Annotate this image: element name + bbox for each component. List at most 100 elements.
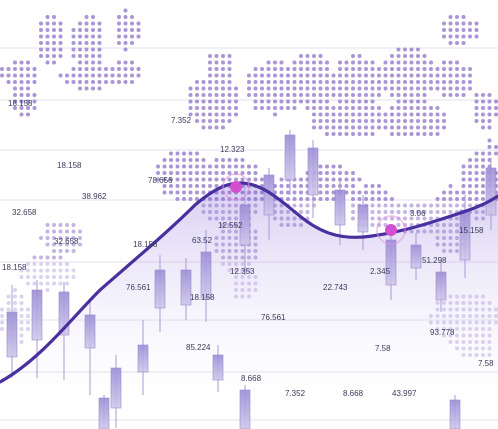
map-dot: [253, 164, 258, 169]
map-dot: [442, 190, 446, 195]
map-dot: [130, 73, 134, 78]
map-dot: [396, 119, 401, 123]
map-dot: [175, 190, 180, 195]
map-dot: [299, 54, 303, 58]
map-dot: [416, 73, 420, 78]
map-dot: [364, 67, 368, 71]
map-dot: [344, 99, 349, 104]
map-dot: [448, 21, 453, 26]
map-dot: [396, 80, 401, 84]
map-dot: [39, 262, 43, 266]
map-dot: [52, 60, 56, 65]
map-dot: [318, 73, 323, 78]
map-dot: [279, 60, 284, 65]
map-dot: [58, 262, 63, 266]
map-dot: [97, 73, 102, 78]
map-dot: [58, 54, 63, 58]
map-dot: [19, 106, 24, 110]
map-dot: [104, 67, 108, 71]
map-dot: [455, 190, 459, 195]
map-dot: [351, 80, 355, 84]
map-dot: [188, 112, 193, 117]
map-dot: [455, 21, 459, 26]
map-dot: [182, 171, 186, 175]
map-dot: [266, 80, 271, 84]
map-dot: [312, 99, 316, 104]
map-dot: [32, 281, 37, 286]
map-dot: [71, 229, 76, 234]
map-dot: [416, 125, 420, 130]
map-dot: [299, 73, 303, 78]
map-dot: [162, 190, 167, 195]
map-dot: [383, 67, 388, 71]
map-dot: [286, 99, 290, 104]
value-label: 12.323: [220, 145, 245, 154]
map-dot: [156, 164, 160, 169]
value-label: 12.552: [218, 221, 243, 230]
map-dot: [286, 80, 290, 84]
map-dot: [474, 28, 479, 32]
map-dot: [266, 73, 271, 78]
map-dot: [377, 190, 381, 195]
map-dot: [377, 125, 381, 130]
map-dot: [370, 60, 375, 65]
value-labels: 18.158 38.962 78.656 32.658 32.658 18.15…: [2, 99, 494, 398]
map-dot: [377, 203, 381, 208]
map-dot: [396, 210, 401, 214]
map-dot: [364, 60, 368, 65]
map-dot: [344, 73, 349, 78]
map-dot: [344, 86, 349, 91]
map-dot: [357, 125, 362, 130]
map-dot: [299, 190, 303, 195]
map-dot: [370, 132, 375, 136]
map-dot: [195, 80, 199, 84]
map-dot: [195, 164, 199, 169]
map-dot: [26, 93, 30, 97]
map-dot: [357, 132, 362, 136]
map-dot: [422, 60, 427, 65]
map-dot: [227, 67, 232, 71]
map-dot: [19, 320, 24, 325]
map-dot: [234, 86, 238, 91]
map-dot: [299, 80, 303, 84]
map-dot: [383, 223, 388, 227]
map-dot: [214, 54, 219, 58]
map-dot: [78, 242, 82, 247]
map-dot: [292, 80, 297, 84]
map-dot: [455, 73, 459, 78]
candlestick: [110, 355, 122, 428]
map-dot: [481, 177, 485, 182]
map-dot: [45, 288, 50, 292]
value-label: 3.06: [410, 209, 426, 218]
map-dot: [208, 177, 212, 182]
map-dot: [39, 268, 43, 273]
map-dot: [208, 184, 212, 188]
map-dot: [442, 60, 446, 65]
map-dot: [481, 99, 485, 104]
map-dot: [39, 41, 43, 45]
map-dot: [383, 125, 388, 130]
map-dot: [305, 210, 310, 214]
map-dot: [344, 119, 349, 123]
map-dot: [117, 41, 121, 45]
map-dot: [0, 314, 4, 318]
map-dot: [32, 275, 37, 279]
map-dot: [481, 106, 485, 110]
map-dot: [364, 106, 368, 110]
candle-body: [284, 134, 296, 181]
map-dot: [71, 268, 76, 273]
map-dot: [448, 184, 453, 188]
candle-body: [357, 204, 369, 233]
map-dot: [377, 210, 381, 214]
map-dot: [344, 132, 349, 136]
map-dot: [318, 125, 323, 130]
map-dot: [461, 86, 466, 91]
map-dot: [481, 93, 485, 97]
map-dot: [416, 60, 420, 65]
map-dot: [403, 80, 407, 84]
map-dot: [58, 255, 63, 260]
map-dot: [325, 177, 329, 182]
map-dot: [487, 151, 492, 156]
map-dot: [312, 80, 316, 84]
value-label: 18.158: [190, 293, 215, 302]
